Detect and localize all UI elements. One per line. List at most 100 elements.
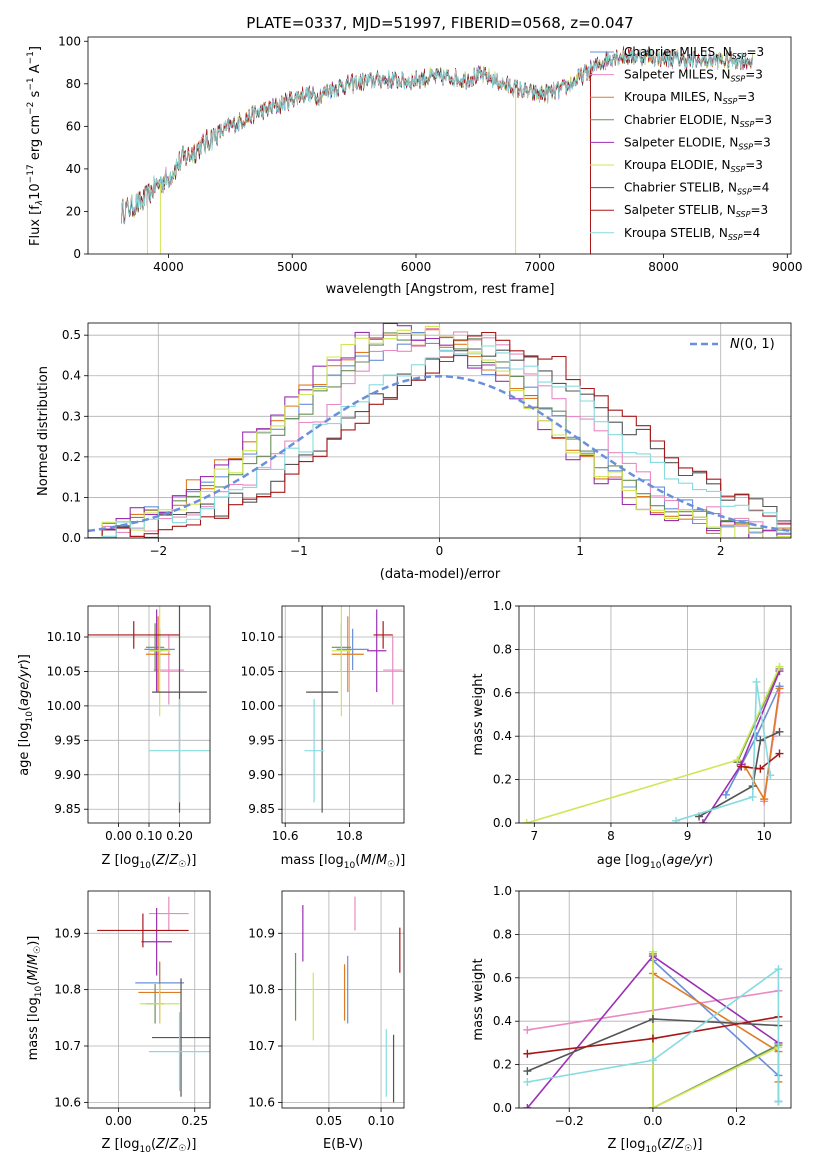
grid xyxy=(519,890,791,1109)
y-tick-label: 1.0 xyxy=(493,884,512,898)
weight-marker-salpeter-stelib xyxy=(775,749,784,758)
plot-area xyxy=(522,662,784,823)
errorbar-kroupa-miles xyxy=(331,616,364,693)
errorbar-salpeter-stelib xyxy=(88,621,180,649)
x-axis-label: E(B-V) xyxy=(323,1137,363,1152)
weight-marker-salpeter-miles xyxy=(523,1025,532,1034)
weight-marker-chabrier-miles xyxy=(721,790,730,799)
x-tick-label: 8000 xyxy=(648,260,679,274)
axes-frame xyxy=(518,605,792,824)
spectrum-line-kroupa-stelib xyxy=(121,48,753,224)
weight-marker-kroupa-elodie xyxy=(648,947,657,956)
y-tick-label: 9.85 xyxy=(54,802,81,816)
weight-line-chabrier-stelib xyxy=(698,731,780,818)
errorbar-kroupa-stelib xyxy=(304,699,324,803)
y-axis-label: Flux [fλ10−17 erg cm−2 s−1 A−1] xyxy=(26,46,45,246)
y-tick-label: 10.00 xyxy=(47,699,81,713)
x-tick-label: −1 xyxy=(290,544,308,558)
axes-frame xyxy=(281,605,405,824)
x-tick-label: 0.00 xyxy=(105,829,132,843)
y-tick-label: 0.6 xyxy=(493,686,512,700)
y-tick-label: 0.6 xyxy=(493,971,512,985)
histogram-salpeter-stelib xyxy=(88,331,791,538)
y-tick-label: 0.8 xyxy=(493,927,512,941)
y-tick-label: 9.90 xyxy=(248,768,275,782)
y-tick-label: 0.3 xyxy=(62,409,81,423)
x-tick-label: 10.8 xyxy=(336,829,363,843)
plot-area xyxy=(304,606,403,813)
y-tick-label: 0.2 xyxy=(493,1058,512,1072)
legend-label-kroupa-elodie: Kroupa ELODIE, NSSP=3 xyxy=(624,158,763,174)
x-tick-label: 8 xyxy=(607,829,615,843)
errorbar-chabrier-stelib xyxy=(306,606,339,813)
axes-frame xyxy=(87,890,211,1109)
errorbar-chabrier-stelib xyxy=(152,978,210,1097)
errorbar-salpeter-elodie xyxy=(367,609,387,693)
y-tick-label: 0.5 xyxy=(62,328,81,342)
x-tick-label: 0.10 xyxy=(136,829,163,843)
axes-frame xyxy=(518,890,792,1109)
y-tick-label: 80 xyxy=(66,77,81,91)
plot-area xyxy=(523,947,783,1108)
weight-marker-kroupa-stelib xyxy=(748,792,757,801)
weight-marker-kroupa-miles xyxy=(775,684,784,693)
y-tick-label: 40 xyxy=(66,162,81,176)
y-tick-label: 10.7 xyxy=(54,1039,81,1053)
grid xyxy=(88,606,210,823)
weight-marker-kroupa-stelib xyxy=(774,1097,783,1106)
weight-marker-salpeter-elodie xyxy=(698,819,707,823)
y-tick-label: 9.95 xyxy=(248,733,275,747)
plot-area xyxy=(88,323,791,538)
errorbar-salpeter-miles xyxy=(383,635,403,705)
y-tick-label: 0.8 xyxy=(493,642,512,656)
y-tick-label: 10.9 xyxy=(248,926,275,940)
x-tick-label: 7 xyxy=(531,829,539,843)
weight-line-kroupa-stelib xyxy=(527,967,780,1102)
y-axis-label: mass weight xyxy=(471,673,486,755)
errorbar-kroupa-elodie xyxy=(139,984,180,1024)
weight-line-kroupa-elodie xyxy=(526,666,781,823)
y-tick-label: 0 xyxy=(73,247,81,261)
legend-label-kroupa-miles: Kroupa MILES, NSSP=3 xyxy=(624,90,755,106)
y-tick-label: 0.4 xyxy=(62,369,81,383)
y-tick-label: 0.2 xyxy=(62,450,81,464)
y-tick-label: 0.0 xyxy=(62,531,81,545)
y-axis-label: Normed distribution xyxy=(36,366,51,496)
x-tick-label: 4000 xyxy=(153,260,184,274)
x-tick-label: 7000 xyxy=(524,260,555,274)
y-tick-label: 0.2 xyxy=(493,773,512,787)
y-tick-label: 10.10 xyxy=(47,630,81,644)
weight-marker-salpeter-stelib xyxy=(756,764,765,773)
x-tick-label: 5000 xyxy=(277,260,308,274)
weight-marker-chabrier-stelib xyxy=(648,1015,657,1024)
x-axis-label: mass [log10(M/M☉)] xyxy=(281,853,406,871)
weight-marker-kroupa-stelib xyxy=(752,677,761,686)
y-tick-label: 20 xyxy=(66,204,81,218)
x-axis-label: Z [log10(Z/Z☉)] xyxy=(102,853,197,871)
weight-line-kroupa-elodie xyxy=(652,951,779,1108)
y-tick-label: 10.10 xyxy=(241,630,275,644)
x-tick-label: 0.20 xyxy=(166,829,193,843)
x-tick-label: 0.0 xyxy=(643,1114,662,1128)
x-tick-label: 9000 xyxy=(772,260,803,274)
y-tick-label: 0.0 xyxy=(493,816,512,830)
errorbar-salpeter-stelib xyxy=(97,913,189,948)
weight-marker-salpeter-stelib xyxy=(648,1034,657,1043)
weight-line-chabrier-elodie xyxy=(736,668,781,763)
weight-marker-kroupa-stelib xyxy=(672,816,681,823)
age-vs-mass-panel: 10.6 10.8 9.85 9.90 9.95 10.00 10.05 10.10 mass … xyxy=(241,605,406,871)
plot-area xyxy=(121,46,753,254)
legend-label-salpeter-miles: Salpeter MILES, NSSP=3 xyxy=(624,68,763,84)
grid xyxy=(88,891,210,1108)
weight-vs-z-panel: −0.2 0.0 0.2 0.0 0.2 0.4 0.6 0.8 1.0 mass weight Z… xyxy=(471,884,792,1155)
weight-line-chabrier-miles xyxy=(652,959,780,1102)
weight-marker-salpeter-stelib xyxy=(737,762,746,771)
weight-marker-salpeter-elodie xyxy=(523,1104,532,1108)
legend-label-chabrier-stelib: Chabrier STELIB, NSSP=4 xyxy=(624,181,769,197)
plot-area xyxy=(294,896,401,1103)
x-tick-label: 2 xyxy=(717,544,725,558)
y-tick-label: 10.8 xyxy=(248,983,275,997)
legend-label-kroupa-stelib: Kroupa STELIB, NSSP=4 xyxy=(624,226,760,242)
errorbar-kroupa-elodie xyxy=(149,606,171,717)
